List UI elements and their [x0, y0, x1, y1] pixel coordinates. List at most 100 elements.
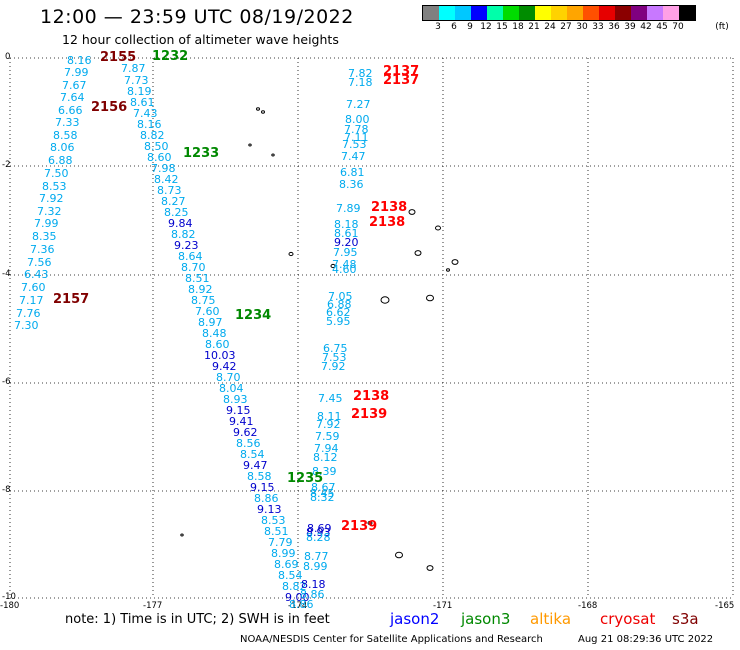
wave-height-value: 9.84	[168, 217, 193, 230]
color-swatch	[567, 6, 583, 20]
wave-height-value: 9.42	[212, 360, 237, 373]
wave-height-value: 8.93	[306, 526, 331, 539]
wave-height-value: 8.60	[147, 151, 172, 164]
latitude-tick-label: -8	[2, 485, 11, 495]
color-scale-tick: 15	[496, 22, 508, 32]
wave-height-value: 8.11	[317, 410, 342, 423]
wave-height-value: 8.82	[282, 580, 307, 593]
wave-height-value: 8.45	[310, 487, 335, 500]
color-scale-tick: 30	[576, 22, 588, 32]
wave-height-value: 8.70	[216, 371, 241, 384]
map-subtitle: 12 hour collection of altimeter wave hei…	[62, 32, 339, 47]
wave-height-value: 10.03	[204, 349, 236, 362]
wave-height-value: 7.60	[195, 305, 220, 318]
color-scale-tick: 9	[467, 22, 473, 32]
island-outlines	[180, 107, 459, 571]
wave-height-value: 7.11	[344, 131, 369, 144]
wave-height-value: 8.18	[301, 578, 326, 591]
pass-number-label: 2155	[100, 50, 137, 65]
wave-height-value: 8.61	[334, 227, 359, 240]
wave-height-value: 7.56	[27, 256, 52, 269]
color-scale-unit: (ft)	[715, 22, 729, 32]
latitude-tick-label: -10	[2, 592, 16, 602]
wave-height-value: 8.18	[334, 218, 359, 231]
color-swatch	[439, 6, 455, 20]
latitude-tick-label: -4	[2, 269, 11, 279]
island-outline	[426, 565, 434, 571]
wave-height-value: 8.39	[312, 465, 337, 478]
wave-height-value: 6.66	[58, 104, 83, 117]
wave-height-value: 8.99	[303, 560, 328, 573]
pass-number-label: 1232	[152, 49, 189, 64]
wave-height-value: 8.69	[307, 522, 332, 535]
pass-number-label: 2139	[351, 407, 388, 422]
island-outline	[408, 209, 416, 215]
wave-height-value: 7.27	[346, 98, 371, 111]
wave-height-value: 7.43	[133, 107, 158, 120]
color-swatch	[519, 6, 535, 20]
color-swatch	[423, 6, 439, 20]
wave-height-value: 7.73	[124, 74, 149, 87]
island-outline	[395, 551, 403, 559]
wave-height-value: 8.93	[223, 393, 248, 406]
wave-height-value: 7.53	[322, 351, 347, 364]
wave-height-value: 9.00	[285, 591, 310, 604]
wave-height-value: 8.58	[247, 470, 272, 483]
wave-height-value: 8.73	[157, 184, 182, 197]
wave-height-value: 8.32	[310, 491, 335, 504]
wave-height-value: 7.87	[121, 62, 146, 75]
wave-height-value: 4.60	[332, 263, 357, 276]
wave-height-value: 7.05	[328, 290, 353, 303]
wave-height-value: 7.48	[332, 258, 357, 271]
wave-height-value: 7.47	[341, 150, 366, 163]
island-outline	[248, 143, 252, 147]
wave-height-value: 7.60	[21, 281, 46, 294]
wave-height-value: 5.95	[326, 315, 351, 328]
color-scale-tick: 45	[656, 22, 668, 32]
color-swatch	[455, 6, 471, 20]
wave-height-value: 8.82	[171, 228, 196, 241]
legend-item-jason2: jason2	[390, 610, 440, 628]
color-scale-tick: 36	[608, 22, 620, 32]
footer-note: note: 1) Time is in UTC; 2) SWH is in fe…	[65, 612, 330, 627]
wave-height-value: 8.00	[345, 113, 370, 126]
island-outline	[426, 294, 434, 302]
island-outline	[271, 153, 275, 157]
wave-height-value: 6.75	[323, 342, 348, 355]
wave-height-value: 7.92	[321, 360, 346, 373]
color-swatch	[535, 6, 551, 20]
wave-height-value: 7.78	[344, 123, 369, 136]
color-scale-tick: 27	[560, 22, 572, 32]
wave-height-value: 7.76	[16, 307, 41, 320]
wave-height-value: 7.36	[30, 243, 55, 256]
wave-height-value: 8.16	[67, 54, 92, 67]
color-swatch	[663, 6, 679, 20]
wave-height-value: 8.06	[50, 141, 75, 154]
wave-height-value: 8.54	[240, 448, 265, 461]
island-outline	[380, 296, 390, 304]
color-swatch	[679, 6, 695, 20]
color-swatch	[631, 6, 647, 20]
wave-height-value: 7.89	[336, 202, 361, 215]
wave-height-value: 8.77	[304, 550, 329, 563]
color-swatch	[599, 6, 615, 20]
wave-height-value: 6.62	[326, 306, 351, 319]
color-scale-bar	[422, 5, 696, 21]
wave-height-value: 8.92	[188, 283, 213, 296]
wave-height-value: 7.64	[60, 91, 85, 104]
wave-height-value: 8.86	[254, 492, 279, 505]
longitude-tick-label: -177	[143, 601, 163, 611]
island-outline	[288, 251, 294, 257]
wave-height-value: 8.36	[339, 178, 364, 191]
pass-number-label: 2138	[369, 215, 406, 230]
wave-height-value: 8.75	[191, 294, 216, 307]
wave-height-value: 8.27	[161, 195, 186, 208]
wave-height-value: 7.79	[268, 536, 293, 549]
wave-height-value: 7.50	[44, 167, 69, 180]
credit-text: NOAA/NESDIS Center for Satellite Applica…	[240, 634, 543, 645]
color-swatch	[551, 6, 567, 20]
pass-number-label: 1233	[183, 146, 220, 161]
latitude-tick-label: 0	[5, 52, 11, 62]
wave-height-value: 9.13	[257, 503, 282, 516]
